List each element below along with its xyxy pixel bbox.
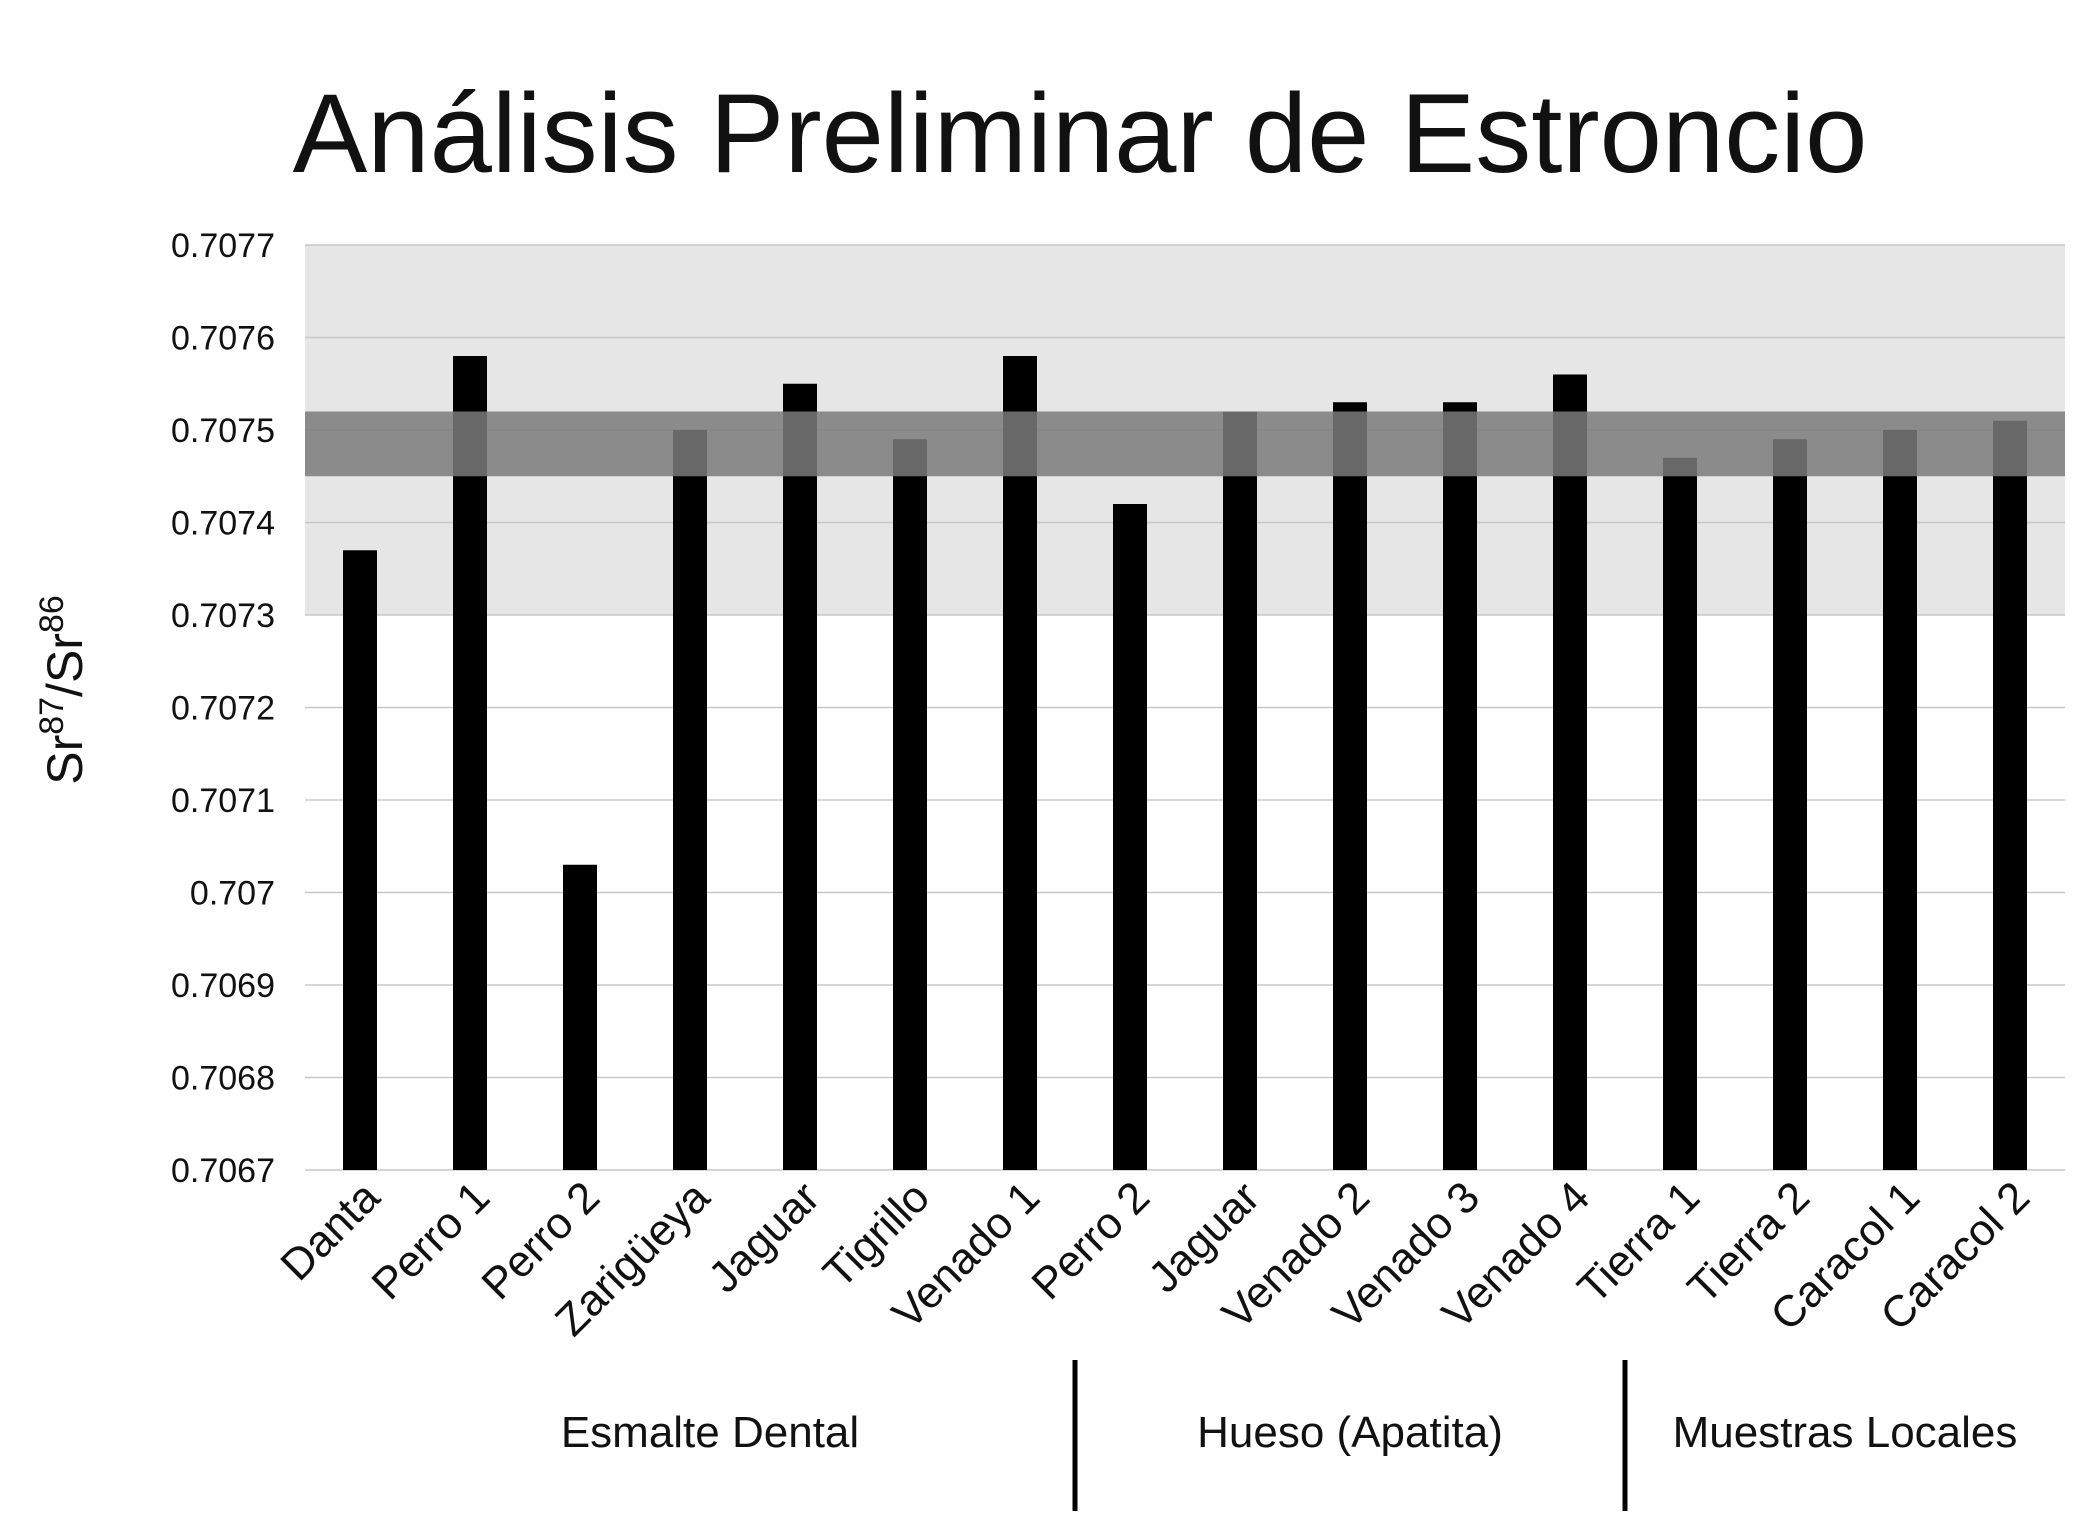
bar [1553,375,1587,1171]
reference-band-dark [305,412,2065,477]
y-axis-label: Sr87/Sr86 [33,595,93,785]
bar [1333,402,1367,1170]
bar [1773,439,1807,1170]
y-axis-label-base: Sr [37,735,93,785]
y-tick-label: 0.7077 [171,227,275,265]
y-tick-label: 0.707 [190,875,275,913]
chart-title: Análisis Preliminar de Estroncio [293,71,1868,196]
y-axis-label-sup1: 87 [33,697,71,735]
y-tick-label: 0.7068 [171,1060,275,1098]
group-label: Muestras Locales [1673,1408,2018,1457]
bar [893,439,927,1170]
bar [1993,421,2027,1170]
y-tick-label: 0.7073 [171,597,275,635]
x-tick-label: Perro 2 [1022,1172,1159,1309]
y-tick-label: 0.7075 [171,412,275,450]
y-tick-label: 0.7067 [171,1152,275,1190]
y-tick-label: 0.7076 [171,320,275,358]
bar [783,384,817,1170]
bar [1223,412,1257,1171]
x-tick-label: Tierra 1 [1568,1172,1709,1313]
bar [1663,458,1697,1170]
x-tick-label: Perro 1 [362,1172,499,1309]
y-axis-label-sup2: 86 [33,595,71,633]
y-tick-label: 0.7074 [171,505,275,543]
y-axis-label-base-2: Sr [37,633,93,683]
bar [343,550,377,1170]
bar [1883,430,1917,1170]
group-label: Hueso (Apatita) [1197,1408,1503,1457]
bar [1113,504,1147,1170]
overlay-layer [305,412,2065,477]
y-axis-label-sep: / [37,683,93,697]
bar [563,865,597,1170]
y-tick-label: 0.7071 [171,782,275,820]
bar [453,356,487,1170]
group-labels: Esmalte Dental Hueso (Apatita) Muestras Lo… [561,1360,2018,1511]
bar [1443,402,1477,1170]
bar [673,430,707,1170]
y-tick-label: 0.7069 [171,967,275,1005]
bar [1003,356,1037,1170]
y-axis-ticks: 0.7067 0.7068 0.7069 0.707 0.7071 0.7072 0.707… [171,227,275,1190]
group-label: Esmalte Dental [561,1408,859,1457]
x-tick-label: Jaguar [699,1172,829,1302]
y-tick-label: 0.7072 [171,690,275,728]
